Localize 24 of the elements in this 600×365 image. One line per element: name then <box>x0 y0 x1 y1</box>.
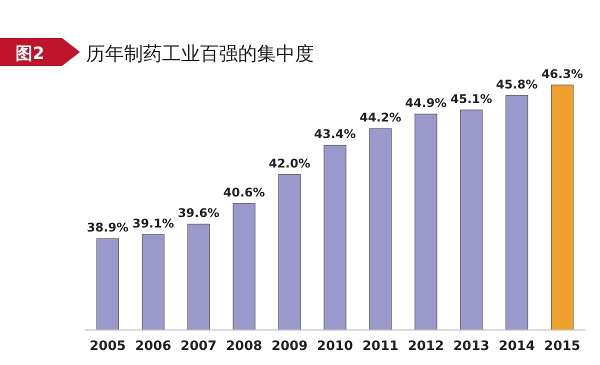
data-label: 44.9% <box>405 96 447 110</box>
data-label: 44.2% <box>360 110 402 125</box>
chart-title: 历年制药工业百强的集中度 <box>86 43 314 65</box>
x-tick-label: 2010 <box>316 339 354 354</box>
data-label: 45.1% <box>450 92 492 106</box>
x-tick-label: 2015 <box>544 339 580 354</box>
data-label: 46.3% <box>541 67 584 81</box>
data-label: 38.9% <box>86 220 129 235</box>
x-tick-label: 2007 <box>180 339 217 354</box>
data-label: 43.4% <box>314 127 356 142</box>
data-label: 40.6% <box>223 185 265 200</box>
caption: 图2 <box>16 44 44 64</box>
x-tick-label: 2014 <box>498 339 535 354</box>
data-label: 42.0% <box>268 156 310 170</box>
x-tick-label: 2008 <box>226 339 262 354</box>
data-label: 39.6% <box>178 206 220 220</box>
x-tick-label: 2011 <box>362 339 399 354</box>
x-tick-label: 2009 <box>271 339 308 354</box>
x-tick-label: 2005 <box>90 339 126 354</box>
x-tick-label: 2013 <box>453 339 490 354</box>
x-tick-label: 2012 <box>408 339 444 354</box>
data-label: 39.1% <box>132 216 174 230</box>
data-label: 45.8% <box>496 77 538 92</box>
x-tick-label: 2006 <box>135 339 172 354</box>
